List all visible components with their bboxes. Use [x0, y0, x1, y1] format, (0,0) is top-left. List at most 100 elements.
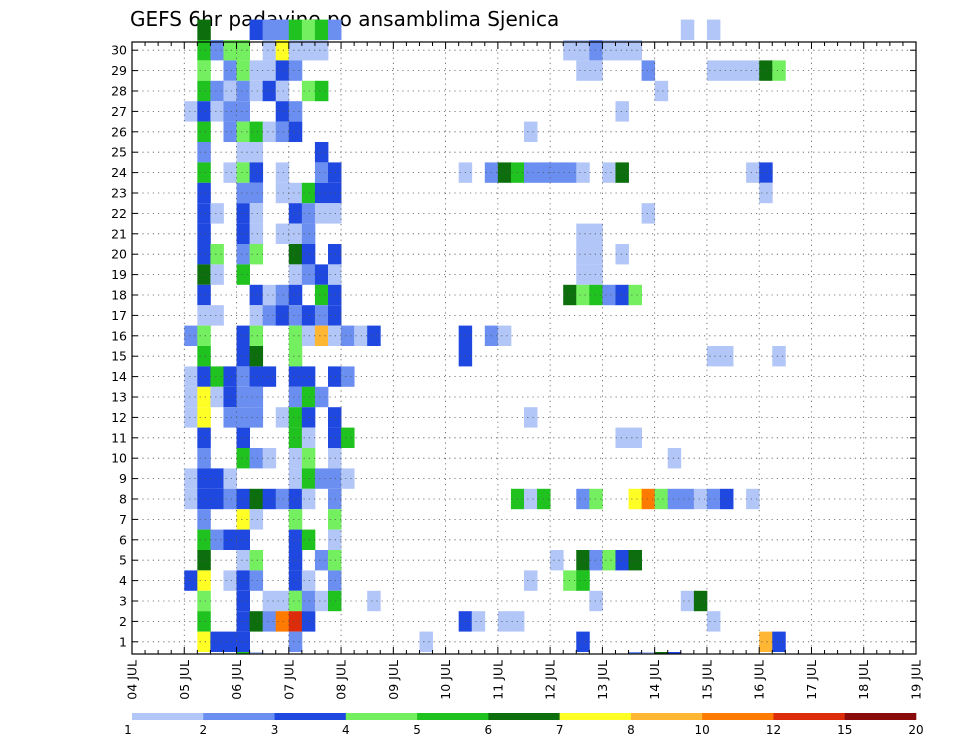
- heatmap-cell: [419, 631, 433, 652]
- heatmap-cell: [301, 264, 316, 285]
- heatmap-cell: [576, 550, 590, 571]
- heatmap-cell: [223, 529, 237, 550]
- x-tick-label: 04 JUL: [125, 660, 140, 700]
- heatmap-cell: [236, 60, 250, 81]
- heatmap-cell: [236, 101, 250, 122]
- heatmap-cell: [249, 142, 264, 163]
- heatmap-cell: [249, 325, 264, 346]
- x-tick-label: 06 JUL: [229, 660, 244, 700]
- heatmap-cell: [249, 182, 264, 204]
- heatmap-cell: [262, 40, 277, 61]
- heatmap-cell: [288, 121, 303, 142]
- heatmap-cell: [680, 590, 695, 612]
- heatmap-cell: [197, 305, 211, 326]
- y-tick-label: 1: [119, 634, 127, 649]
- y-tick-label: 15: [111, 349, 127, 364]
- heatmap-cell: [184, 468, 198, 489]
- heatmap-cell: [249, 346, 264, 367]
- y-tick-label: 6: [119, 532, 127, 547]
- heatmap-cell: [301, 468, 316, 489]
- y-tick-label: 24: [111, 165, 127, 180]
- y-tick-label: 16: [111, 328, 127, 343]
- chart-title: GEFS 6hr padavine po ansamblima Sjenica: [130, 7, 559, 31]
- heatmap-cell: [275, 121, 290, 142]
- heatmap-cell: [328, 509, 342, 530]
- heatmap-cell: [275, 305, 290, 326]
- heatmap-cell: [759, 631, 773, 652]
- heatmap-cell: [328, 407, 342, 428]
- y-tick-label: 30: [111, 43, 127, 58]
- heatmap-cell: [667, 652, 682, 654]
- heatmap-cell: [589, 550, 603, 571]
- heatmap-cell: [197, 529, 211, 550]
- heatmap-cell: [328, 264, 342, 285]
- heatmap-cell: [654, 80, 669, 102]
- heatmap-cell: [328, 488, 342, 510]
- heatmap-cell: [210, 80, 224, 102]
- heatmap-cell: [275, 407, 290, 428]
- y-tick-label: 26: [111, 124, 127, 139]
- heatmap-cell: [615, 162, 629, 183]
- colorbar-label: 10: [695, 723, 710, 737]
- heatmap-cell: [615, 284, 629, 306]
- heatmap-cell: [197, 590, 211, 612]
- heatmap-cell: [328, 570, 342, 591]
- colorbar-label: 2: [199, 723, 207, 737]
- heatmap-cell: [328, 448, 342, 469]
- heatmap-cell: [524, 162, 538, 183]
- heatmap-cell: [589, 284, 603, 306]
- heatmap-cell: [236, 142, 250, 163]
- heatmap-cell: [667, 488, 682, 510]
- heatmap-cell: [223, 40, 237, 61]
- heatmap-cell: [314, 325, 329, 346]
- colorbar-swatch: [844, 713, 917, 720]
- heatmap-cell: [301, 325, 316, 346]
- heatmap-cell: [236, 325, 250, 346]
- heatmap-cell: [184, 366, 198, 387]
- heatmap-cell: [524, 407, 538, 428]
- heatmap-cell: [628, 427, 642, 448]
- heatmap-cell: [236, 366, 250, 387]
- heatmap-cell: [223, 407, 237, 428]
- heatmap-cell: [275, 182, 290, 204]
- heatmap-cell: [328, 305, 342, 326]
- heatmap-cell: [236, 162, 250, 183]
- heatmap-cell: [615, 40, 629, 61]
- x-tick-label: 10 JUL: [438, 660, 453, 700]
- y-axis: 1234567891011121314151617181920212223242…: [111, 43, 916, 649]
- heatmap-cell: [275, 284, 290, 306]
- heatmap-cell: [197, 611, 211, 632]
- heatmap-cell: [576, 60, 590, 81]
- x-tick-label: 19 JUL: [909, 660, 924, 700]
- colorbar-swatch: [132, 713, 204, 720]
- heatmap-cell: [275, 19, 290, 40]
- heatmap-cell: [314, 19, 329, 40]
- heatmap-cell: [615, 427, 629, 448]
- heatmap-cell: [628, 488, 642, 510]
- y-tick-label: 9: [119, 471, 127, 486]
- y-tick-label: 12: [111, 410, 127, 425]
- heatmap-cell: [288, 60, 303, 81]
- heatmap-cell: [288, 407, 303, 428]
- heatmap-cell: [328, 529, 342, 550]
- heatmap-cell: [197, 142, 211, 163]
- heatmap-cell: [615, 101, 629, 122]
- heatmap-cell: [314, 264, 329, 285]
- heatmap-cell: [615, 550, 629, 571]
- heatmap-cell: [223, 162, 237, 183]
- colorbar-swatch: [417, 713, 489, 720]
- x-tick-label: 14 JUL: [647, 660, 662, 700]
- heatmap-cell: [197, 162, 211, 183]
- heatmap-cell: [249, 652, 264, 654]
- heatmap-cell: [576, 223, 590, 244]
- heatmap-cell: [641, 203, 656, 224]
- heatmap-cell: [589, 223, 603, 244]
- heatmap-cell: [301, 366, 316, 387]
- grid-lines: [132, 42, 916, 654]
- heatmap-cell: [210, 203, 224, 224]
- heatmap-cell: [772, 346, 786, 367]
- heatmap-cell: [223, 366, 237, 387]
- heatmap-cell: [262, 305, 277, 326]
- heatmap-cell: [236, 488, 250, 510]
- heatmap-cell: [197, 550, 211, 571]
